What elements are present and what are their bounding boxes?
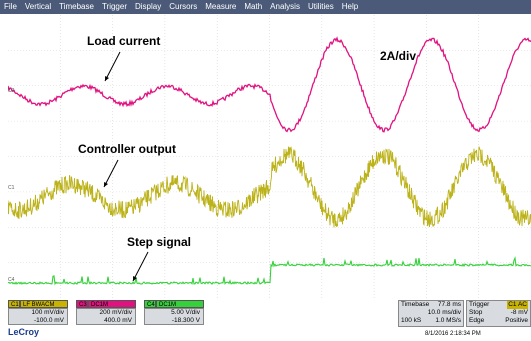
trigger-mode: Stop: [469, 309, 483, 316]
trace-label-c4: C4: [8, 277, 15, 283]
controller-output-arrow: [103, 159, 119, 188]
step-signal-trace: [8, 256, 531, 286]
timebase-label: Timebase: [401, 301, 430, 308]
channel-c3-box[interactable]: 200 mV/div 400.0 mV: [76, 308, 136, 325]
channel-c1-vdiv: 100 mV/div: [31, 309, 64, 316]
timebase-rate: 1.0 MS/s: [435, 317, 461, 324]
channel-c4-coupling[interactable]: DC1M: [156, 300, 204, 308]
channel-c4-tab[interactable]: C4: [144, 300, 156, 308]
menu-item-file[interactable]: File: [4, 2, 17, 11]
step-signal-arrow: [132, 251, 149, 282]
channel-c3-coupling[interactable]: DC1M: [88, 300, 136, 308]
timebase-box[interactable]: Timebase 77.8 ms 10.0 ms/div 100 kS 1.0 MS…: [398, 300, 464, 327]
trigger-tag: C1 AC: [507, 301, 528, 309]
waveform-area: [8, 15, 531, 298]
menu-item-measure[interactable]: Measure: [205, 2, 237, 11]
menu-item-timebase[interactable]: Timebase: [59, 2, 94, 11]
channel-c3-vdiv: 200 mV/div: [99, 309, 132, 316]
trigger-slope: Positive: [505, 317, 528, 324]
status-panel: C1 LF BWACM 100 mV/div -100.0 mV C3 DC1M…: [0, 298, 531, 341]
menu-item-cursors[interactable]: Cursors: [169, 2, 198, 11]
channel-c1-coupling[interactable]: LF BWACM: [20, 300, 68, 308]
menu-item-display[interactable]: Display: [135, 2, 162, 11]
menu-item-math[interactable]: Math: [244, 2, 263, 11]
channel-c1-tab[interactable]: C1: [8, 300, 20, 308]
load-current-arrow-head: [105, 76, 109, 81]
trigger-box[interactable]: Trigger C1 AC Stop -8 mV Edge Positive: [466, 300, 531, 327]
lecroy-logo: LeCroy: [8, 327, 40, 337]
channel-c4-box[interactable]: 5.00 V/div -18.300 V: [144, 308, 204, 325]
controller-output-trace: [8, 146, 531, 228]
controller-output-label: Controller output: [78, 142, 176, 156]
scale-label: 2A/div: [380, 49, 417, 63]
trigger-type: Edge: [469, 317, 485, 324]
controller-output-arrow-head: [104, 182, 108, 187]
datetime: 8/1/2016 2:18:34 PM: [425, 331, 481, 337]
menu-item-vertical[interactable]: Vertical: [24, 2, 52, 11]
step-signal-label: Step signal: [127, 235, 192, 249]
menu-item-help[interactable]: Help: [341, 2, 359, 11]
channel-c1-box[interactable]: 100 mV/div -100.0 mV: [8, 308, 68, 325]
timebase-delay: 77.8 ms: [437, 301, 461, 308]
menu-bar: File Vertical Timebase Trigger Display Cursor…: [0, 0, 531, 14]
timebase-samples: 100 kS: [401, 317, 422, 324]
channel-c3-tab[interactable]: C3: [76, 300, 88, 308]
channel-c1-offset: -100.0 mV: [34, 317, 64, 324]
channel-c3-offset: 400.0 mV: [104, 317, 132, 324]
trace-label-c1: C1: [8, 185, 15, 191]
load-current-arrow: [104, 51, 121, 82]
timebase-tdiv: 10.0 ms/div: [427, 309, 461, 316]
load-current-trace: [8, 36, 531, 133]
menu-item-trigger[interactable]: Trigger: [101, 2, 127, 11]
scope-display[interactable]: Load current 2A/div Controller output St…: [8, 15, 531, 298]
menu-item-utilities[interactable]: Utilities: [307, 2, 334, 11]
step-signal-arrow-head: [133, 276, 137, 281]
menu-item-analysis[interactable]: Analysis: [270, 2, 300, 11]
channel-c4-vdiv: 5.00 V/div: [171, 309, 200, 316]
load-current-label: Load current: [87, 34, 161, 48]
trigger-label: Trigger: [469, 301, 490, 308]
trigger-level: -8 mV: [510, 309, 528, 316]
channel-c4-offset: -18.300 V: [171, 317, 200, 324]
trace-label-c3: C3: [8, 88, 15, 94]
